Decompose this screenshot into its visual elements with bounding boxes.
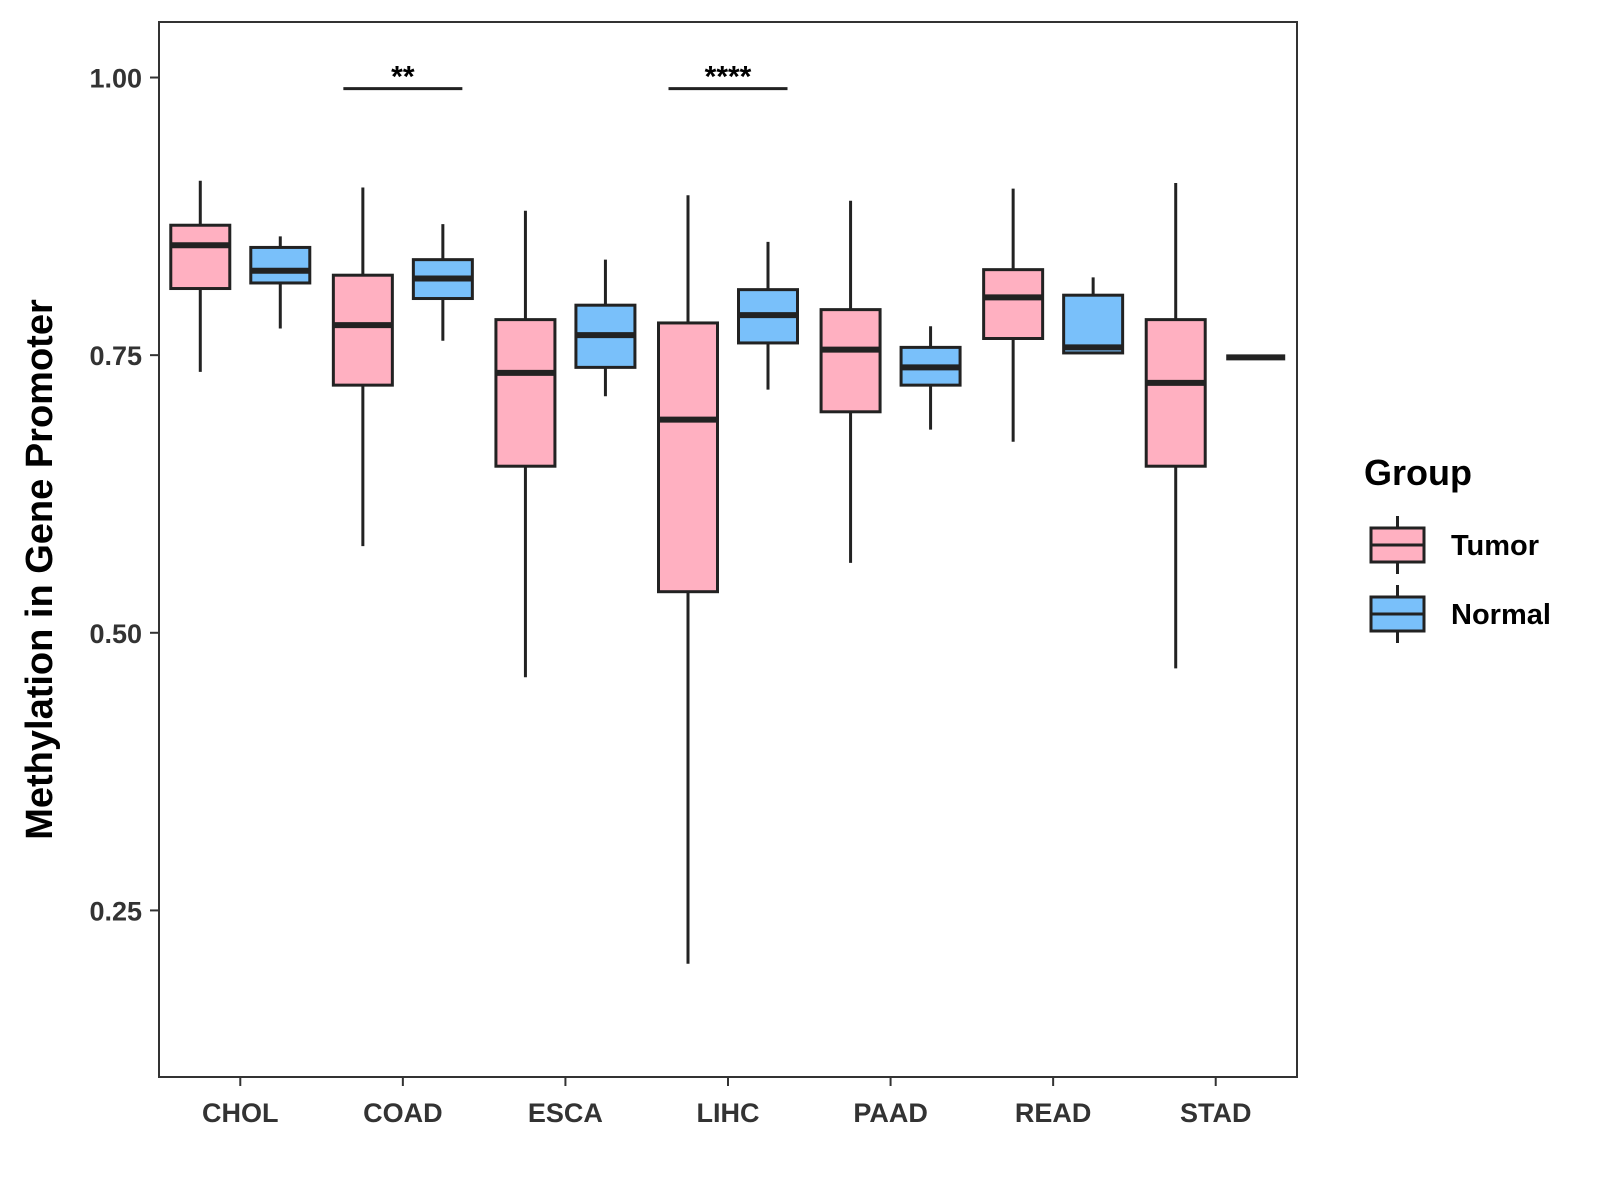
legend-label-tumor: Tumor [1451,530,1539,562]
x-tick-label: COAD [363,1098,443,1128]
box-body [331,273,394,387]
y-tick-label: 0.75 [89,341,142,371]
box-body [1062,293,1125,355]
box-body [169,223,232,291]
x-tick-label: STAD [1180,1098,1252,1128]
legend-label-normal: Normal [1451,599,1551,631]
y-axis: 0.25 0.50 0.75 1.00 [89,64,159,926]
box-body [819,308,882,414]
box-normal-read [1062,277,1125,355]
box-normal-paad [899,326,962,430]
x-tick-label: PAAD [853,1098,928,1128]
significance-label: ** [391,61,415,94]
y-tick-label: 0.50 [89,619,142,649]
box-normal-esca [574,259,637,397]
significance-annotations: ** **** [343,61,788,94]
x-tick-label: ESCA [528,1098,603,1128]
x-axis: CHOL COAD ESCA LIHC PAAD READ STAD [202,1077,1251,1128]
x-tick-label: CHOL [202,1098,279,1128]
box-tumor-chol [169,180,232,372]
y-tick-label: 1.00 [89,64,142,94]
box-body [249,245,312,285]
legend: Group Tumor Normal [1364,452,1551,643]
box-normal-chol [249,236,312,329]
legend-title: Group [1364,452,1472,493]
box-normal-coad [411,224,474,341]
box-body [982,268,1045,340]
x-tick-label: READ [1015,1098,1092,1128]
box-body [657,321,719,594]
plot-boxes [169,180,1286,964]
significance-label: **** [705,61,752,94]
box-tumor-lihc [657,195,719,964]
y-axis-title: Methylation in Gene Promoter [19,299,61,840]
plot-panel-border [158,21,1298,1078]
box-tumor-read [982,188,1045,442]
box-body [1144,318,1207,468]
box-tumor-coad [331,187,394,547]
box-body [494,318,557,468]
box-normal-lihc [737,241,799,390]
y-tick-label: 0.25 [89,896,142,926]
box-tumor-paad [819,200,882,563]
box-tumor-stad [1144,183,1207,669]
x-tick-label: LIHC [697,1098,760,1128]
box-tumor-esca [494,210,557,678]
